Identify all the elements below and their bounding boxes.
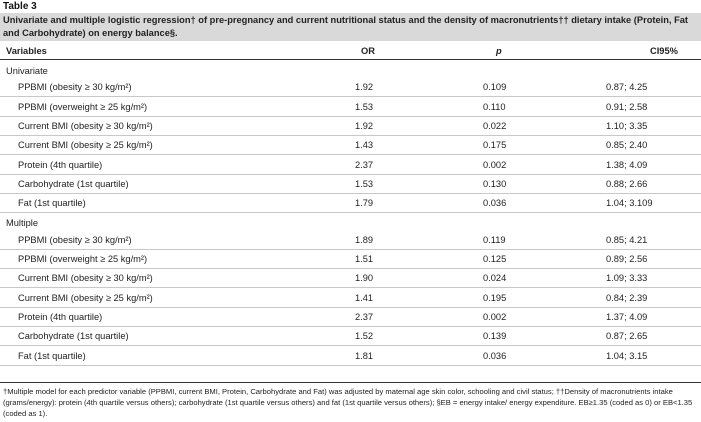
cell-variable: Current BMI (obesity ≥ 30 kg/m²) [18, 120, 153, 131]
table-row: PPBMI (obesity ≥ 30 kg/m²) 1.89 0.119 0.85;… [0, 230, 701, 250]
cell-variable: Protein (4th quartile) [18, 159, 103, 170]
cell-ci: 0.91; 2.58 [606, 101, 648, 112]
cell-variable: PPBMI (obesity ≥ 30 kg/m²) [18, 234, 132, 245]
cell-ci: 1.10; 3.35 [606, 120, 648, 131]
cell-p: 0.036 [483, 198, 507, 209]
cell-or: 1.53 [355, 101, 374, 112]
cell-ci: 0.84; 2.39 [606, 292, 648, 303]
table-row: PPBMI (overweight ≥ 25 kg/m²) 1.53 0.110 0.… [0, 97, 701, 117]
cell-p: 0.195 [483, 292, 507, 303]
cell-or: 1.92 [355, 120, 374, 131]
cell-variable: PPBMI (obesity ≥ 30 kg/m²) [18, 82, 132, 93]
table-row: Current BMI (obesity ≥ 30 kg/m²) 1.92 0.02… [0, 116, 701, 136]
cell-p: 0.036 [483, 350, 507, 361]
table-label: Table 3 [3, 1, 37, 12]
cell-variable: Carbohydrate (1st quartile) [18, 178, 129, 189]
table-row: Carbohydrate (1st quartile) 1.53 0.130 0.88… [0, 174, 701, 194]
cell-p: 0.002 [483, 311, 507, 322]
header-or: OR [361, 46, 375, 56]
cell-or: 1.51 [355, 254, 374, 264]
table-row: Current BMI (obesity ≥ 30 kg/m²) 1.90 0.02… [0, 268, 701, 289]
table-row: PPBMI (overweight ≥ 25 kg/m²) 1.51 0.125 0.… [0, 249, 701, 269]
cell-or: 1.89 [355, 234, 374, 245]
cell-or: 1.52 [355, 331, 374, 342]
cell-p: 0.109 [483, 82, 507, 93]
cell-ci: 0.87; 4.25 [606, 82, 648, 93]
cell-p: 0.110 [483, 101, 506, 112]
cell-ci: 0.89; 2.56 [606, 254, 648, 264]
cell-or: 1.43 [355, 140, 374, 151]
cell-variable: Current BMI (obesity ≥ 30 kg/m²) [18, 273, 153, 284]
table-caption: Univariate and multiple logistic regress… [3, 15, 689, 38]
table-row: Fat (1st quartile) 1.79 0.036 1.04; 3.109 [0, 193, 701, 214]
cell-or: 2.37 [355, 311, 374, 322]
header-row: Variables OR p CI95% [0, 43, 701, 60]
cell-p: 0.119 [483, 234, 506, 245]
cell-or: 1.81 [355, 350, 374, 361]
header-variables: Variables [6, 46, 47, 56]
table-row: Protein (4th quartile) 2.37 0.002 1.38; 4.0… [0, 155, 701, 175]
section-title: Univariate [6, 66, 48, 76]
table-row: Current BMI (obesity ≥ 25 kg/m²) 1.43 0.17… [0, 135, 701, 156]
cell-or: 1.53 [355, 178, 374, 189]
cell-ci: 0.87; 2.65 [606, 331, 648, 342]
table-footnote: †Multiple model for each predictor varia… [3, 387, 693, 418]
cell-or: 2.37 [355, 159, 374, 170]
section-row: Multiple [0, 212, 701, 231]
cell-variable: Carbohydrate (1st quartile) [18, 331, 129, 342]
cell-ci: 1.04; 3.15 [606, 350, 648, 361]
header-p: p [496, 46, 502, 56]
cell-p: 0.175 [483, 140, 507, 151]
cell-p: 0.024 [483, 273, 507, 284]
cell-ci: 1.04; 3.109 [606, 198, 653, 209]
cell-p: 0.002 [483, 159, 507, 170]
table-row: Fat (1st quartile) 1.81 0.036 1.04; 3.15 [0, 346, 701, 366]
header-ci: CI95% [650, 46, 678, 56]
cell-or: 1.41 [355, 292, 374, 303]
cell-or: 1.90 [355, 273, 374, 284]
table-row: PPBMI (obesity ≥ 30 kg/m²) 1.92 0.109 0.87;… [0, 77, 701, 98]
bottom-rule [0, 382, 701, 383]
cell-ci: 1.38; 4.09 [606, 159, 648, 170]
cell-variable: Current BMI (obesity ≥ 25 kg/m²) [18, 292, 153, 303]
cell-p: 0.022 [483, 120, 507, 131]
cell-ci: 1.09; 3.33 [606, 273, 648, 284]
table-row: Current BMI (obesity ≥ 25 kg/m²) 1.41 0.19… [0, 288, 701, 308]
cell-ci: 0.88; 2.66 [606, 178, 648, 189]
cell-ci: 0.85; 2.40 [606, 140, 648, 151]
cell-ci: 1.37; 4.09 [606, 311, 648, 322]
cell-variable: Fat (1st quartile) [18, 198, 86, 209]
cell-p: 0.139 [483, 331, 507, 342]
cell-variable: Fat (1st quartile) [18, 350, 86, 361]
table-row: Protein (4th quartile) 2.37 0.002 1.37; 4.0… [0, 307, 701, 327]
section-row: Univariate [0, 60, 701, 79]
cell-p: 0.130 [483, 178, 507, 189]
cell-ci: 0.85; 4.21 [606, 234, 648, 245]
cell-p: 0.125 [483, 254, 507, 264]
caption-band [0, 13, 701, 41]
section-title: Multiple [6, 218, 39, 229]
cell-variable: PPBMI (overweight ≥ 25 kg/m²) [18, 101, 148, 112]
cell-variable: Protein (4th quartile) [18, 311, 103, 322]
cell-or: 1.92 [355, 82, 374, 93]
table-row: Carbohydrate (1st quartile) 1.52 0.139 0.87… [0, 326, 701, 347]
cell-or: 1.79 [355, 198, 374, 209]
cell-variable: PPBMI (overweight ≥ 25 kg/m²) [18, 254, 148, 264]
cell-variable: Current BMI (obesity ≥ 25 kg/m²) [18, 140, 153, 151]
